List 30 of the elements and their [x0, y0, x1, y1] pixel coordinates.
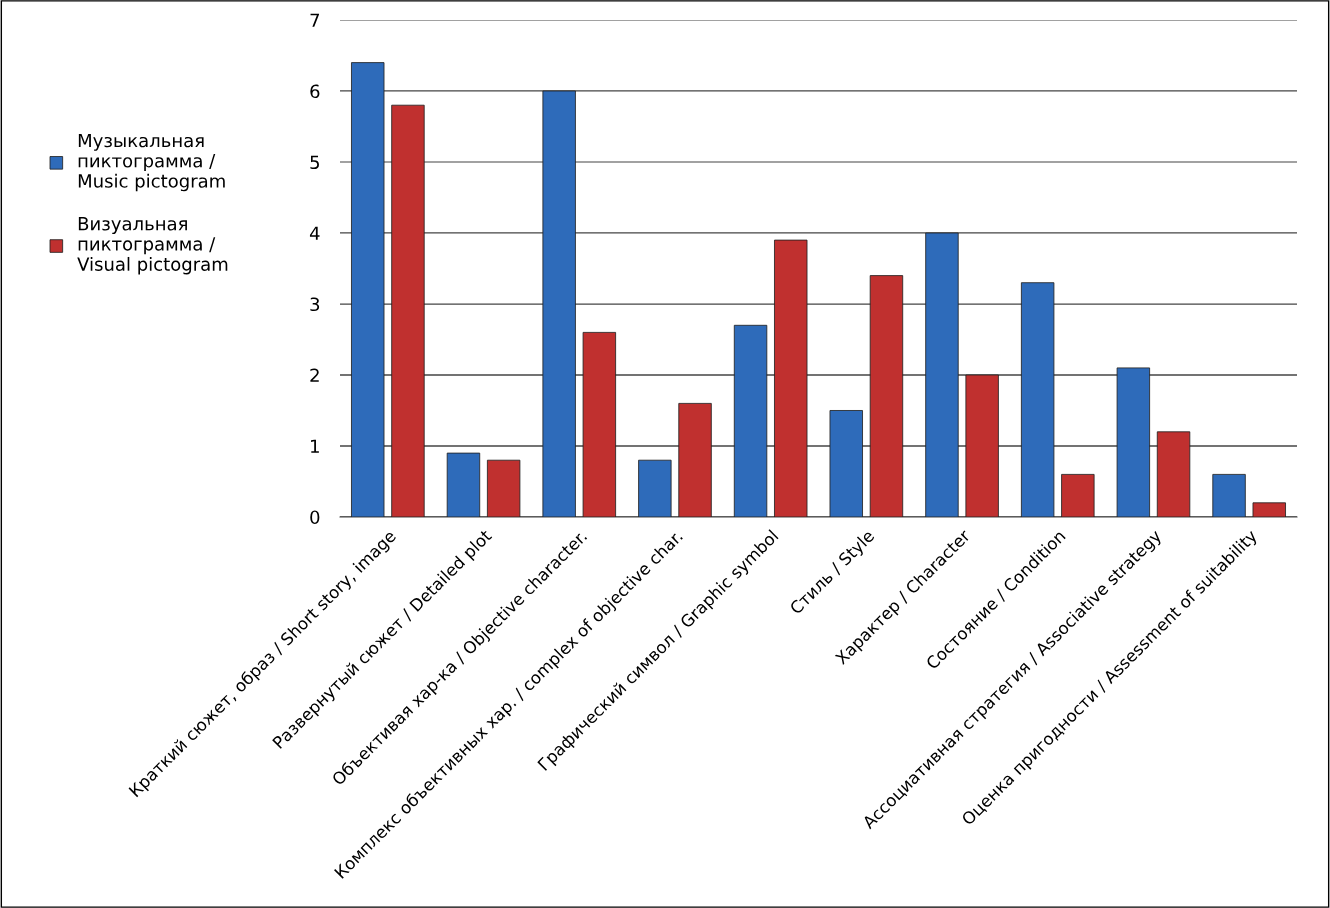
- y-tick-label: 6: [310, 84, 320, 99]
- bar: [869, 275, 904, 517]
- bar: [1212, 473, 1246, 517]
- legend-label: Визуальная пиктограмма / Visual pictogram: [77, 217, 228, 275]
- bar: [774, 239, 808, 517]
- bar: [1252, 502, 1286, 517]
- bar: [391, 104, 425, 517]
- bar: [829, 410, 863, 517]
- bar: [1156, 431, 1191, 517]
- bar: [733, 324, 768, 517]
- bar: [638, 459, 672, 517]
- y-tick-label: 5: [310, 155, 319, 170]
- legend-label: Музыкальная пиктограмма / Music pictogram: [78, 133, 225, 192]
- y-tick-label: 4: [309, 226, 320, 240]
- bar: [542, 90, 576, 517]
- y-tick-label: 1: [311, 439, 319, 453]
- bar: [1020, 282, 1055, 517]
- y-tick-label: 2: [310, 368, 319, 382]
- y-tick-label: 3: [310, 297, 320, 312]
- bar: [582, 331, 617, 517]
- bar: [446, 452, 481, 517]
- bar: [925, 232, 959, 517]
- y-tick-label: 7: [310, 13, 320, 27]
- bar: [351, 62, 385, 517]
- bar: [678, 402, 712, 517]
- bar: [1061, 473, 1095, 517]
- bar: [1116, 367, 1151, 517]
- bar: [965, 374, 999, 517]
- bar: [486, 459, 521, 517]
- y-tick-label: 0: [310, 510, 320, 525]
